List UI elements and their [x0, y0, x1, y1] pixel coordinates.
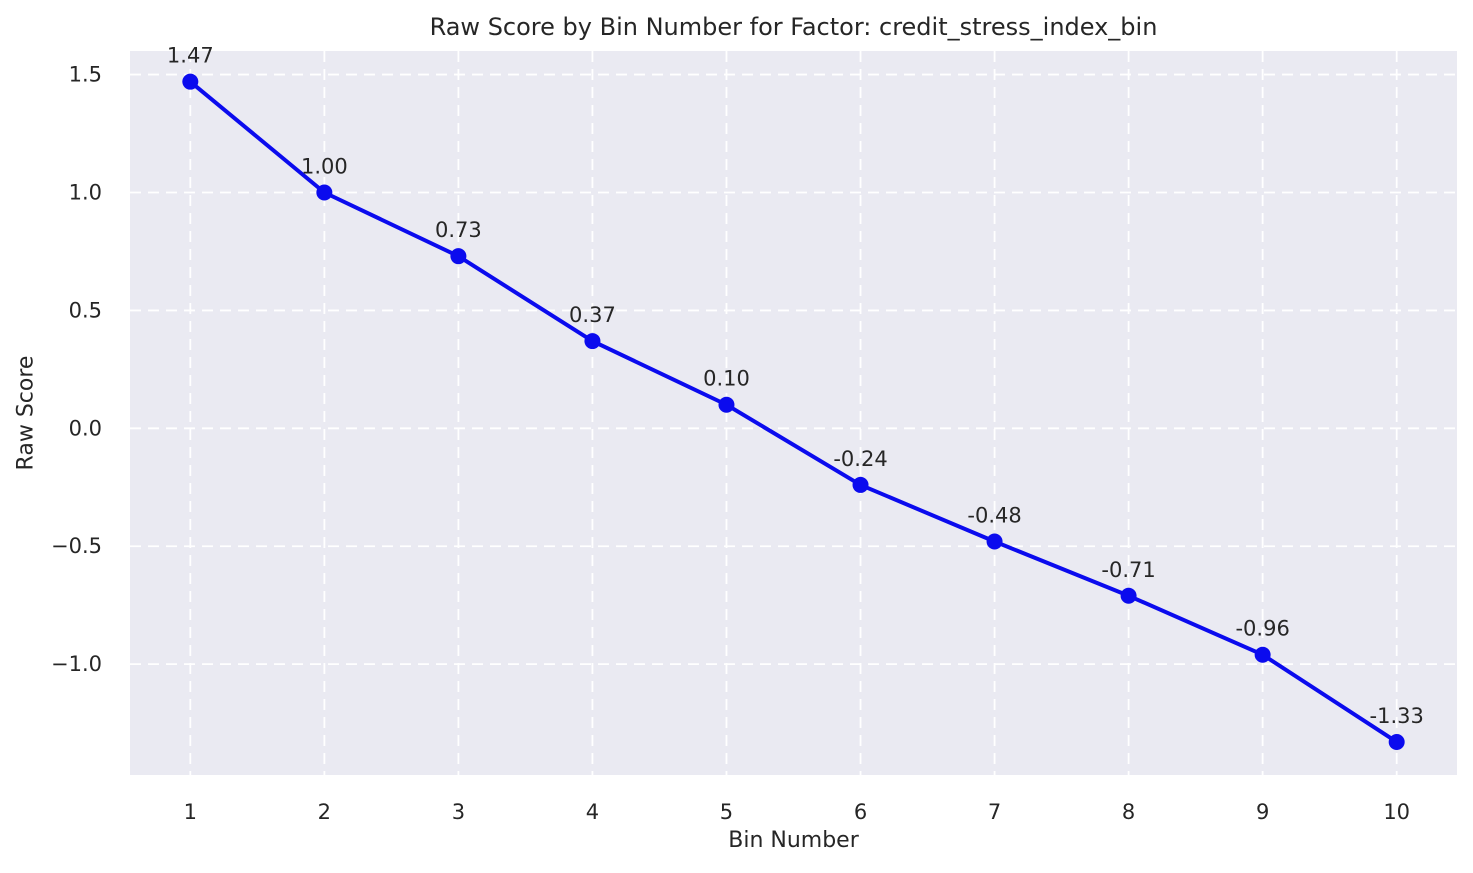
- y-axis-label: Raw Score: [13, 355, 39, 471]
- data-point: [986, 533, 1003, 550]
- point-label: 0.10: [703, 367, 750, 391]
- series-line: [189, 80, 1398, 744]
- data-point: [182, 73, 199, 90]
- point-label: -0.24: [833, 447, 887, 471]
- x-tick-label: 4: [586, 800, 599, 824]
- data-point: [852, 476, 869, 493]
- x-tick-label: 9: [1256, 800, 1269, 824]
- plot-area: [130, 51, 1457, 775]
- data-point: [584, 333, 601, 350]
- point-label: 0.37: [569, 303, 616, 327]
- data-point: [1388, 733, 1405, 750]
- y-tick-label: −1.0: [51, 652, 102, 676]
- x-tick-label: 2: [318, 800, 331, 824]
- x-tick-label: 3: [452, 800, 465, 824]
- y-tick-label: −0.5: [51, 534, 102, 558]
- point-label: 1.47: [167, 44, 214, 68]
- data-point: [718, 396, 735, 413]
- y-tick-label: 1.0: [69, 180, 102, 204]
- x-tick-label: 10: [1383, 800, 1410, 824]
- point-label: -0.48: [967, 504, 1021, 528]
- y-tick-label: 0.5: [69, 298, 102, 322]
- point-label: -0.71: [1101, 558, 1155, 582]
- point-label: -0.96: [1235, 617, 1289, 641]
- data-point: [1254, 646, 1271, 663]
- point-label: 0.73: [435, 218, 482, 242]
- chart-title: Raw Score by Bin Number for Factor: cred…: [429, 13, 1158, 41]
- x-tick-label: 7: [988, 800, 1001, 824]
- data-point: [1120, 587, 1137, 604]
- point-label: -1.33: [1370, 704, 1424, 728]
- y-tick-label: 0.0: [69, 416, 102, 440]
- x-tick-label: 6: [854, 800, 867, 824]
- x-tick-label: 8: [1122, 800, 1135, 824]
- y-tick-label: 1.5: [69, 63, 102, 87]
- data-point: [450, 248, 467, 265]
- point-label: 1.00: [301, 154, 348, 178]
- x-axis-label: Bin Number: [728, 828, 859, 853]
- x-tick-label: 5: [720, 800, 733, 824]
- x-tick-label: 1: [184, 800, 197, 824]
- data-point: [316, 184, 333, 201]
